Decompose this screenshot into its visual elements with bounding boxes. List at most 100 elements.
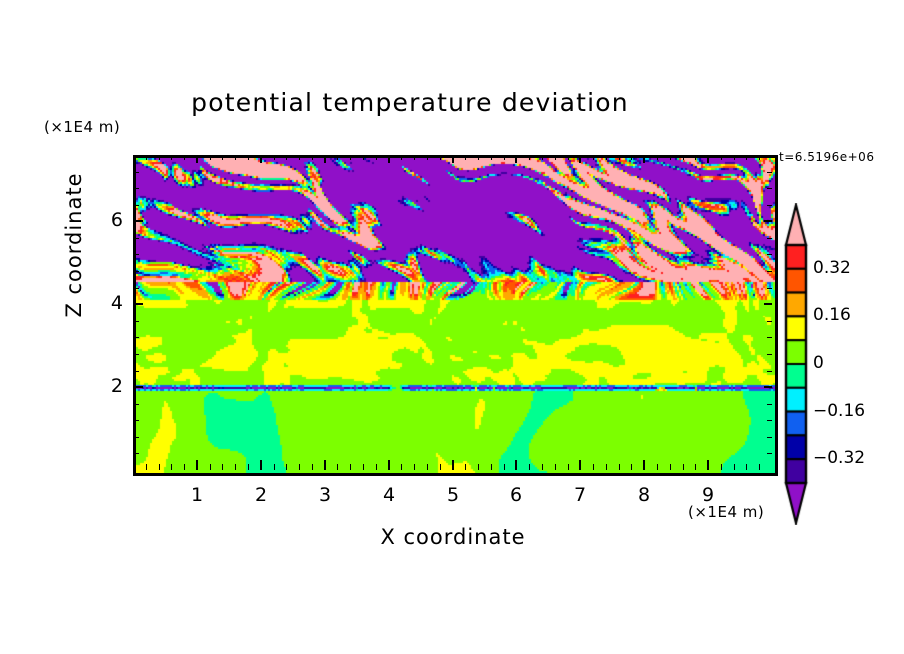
axis-tick [767, 354, 772, 355]
axis-tick [593, 464, 594, 470]
axis-tick [491, 464, 492, 470]
axis-tick [721, 464, 722, 470]
axis-tick [210, 155, 211, 160]
axis-tick [734, 155, 735, 160]
axis-tick [767, 288, 772, 289]
axis-tick [606, 155, 607, 160]
axis-tick [767, 420, 772, 421]
y-tick-label: 4 [110, 292, 123, 314]
axis-tick [643, 155, 645, 163]
axis-tick [324, 460, 326, 470]
axis-tick [133, 321, 139, 322]
axis-tick [529, 155, 530, 160]
axis-tick [133, 303, 143, 305]
axis-tick [324, 155, 326, 163]
axis-tick [171, 155, 172, 160]
axis-tick [133, 420, 139, 421]
axis-tick [515, 155, 517, 163]
axis-tick [504, 464, 505, 470]
axis-tick [767, 371, 772, 372]
axis-tick [312, 155, 313, 160]
axis-tick [643, 460, 645, 470]
axis-tick [133, 404, 139, 405]
axis-tick [504, 155, 505, 160]
axis-tick [707, 155, 709, 163]
axis-tick [734, 464, 735, 470]
axis-tick [767, 254, 772, 255]
axis-tick [767, 172, 772, 173]
axis-tick [235, 464, 236, 470]
axis-tick [721, 155, 722, 160]
y-axis-unit-label: (×1E4 m) [44, 118, 121, 136]
axis-tick [222, 464, 223, 470]
axis-tick [593, 155, 594, 160]
axis-tick [299, 464, 300, 470]
axis-tick [159, 155, 160, 160]
axis-tick [440, 464, 441, 470]
axis-tick [767, 238, 772, 239]
axis-tick [568, 155, 569, 160]
scalar-field-image [136, 158, 775, 473]
axis-tick [133, 288, 139, 289]
axis-tick [767, 337, 772, 338]
axis-tick [683, 155, 684, 160]
axis-tick [260, 155, 262, 163]
axis-tick [478, 155, 479, 160]
timestamp-annotation: t=6.5196e+06 [779, 150, 875, 164]
axis-tick [759, 464, 760, 470]
axis-tick [133, 254, 139, 255]
axis-tick [657, 155, 658, 160]
axis-tick [555, 155, 556, 160]
axis-tick [388, 155, 390, 163]
axis-tick [401, 155, 402, 160]
axis-tick [555, 464, 556, 470]
axis-tick [388, 460, 390, 470]
x-tick-label: 7 [573, 484, 587, 506]
axis-tick [683, 464, 684, 470]
axis-tick [670, 464, 671, 470]
axis-tick [414, 155, 415, 160]
chart-title: potential temperature deviation [191, 88, 629, 117]
axis-tick [133, 371, 139, 372]
axis-tick [235, 155, 236, 160]
axis-tick [452, 155, 454, 163]
axis-tick [767, 437, 772, 438]
axis-tick [767, 188, 772, 189]
axis-tick [529, 464, 530, 470]
axis-tick [133, 172, 139, 173]
axis-tick [657, 464, 658, 470]
axis-tick [695, 155, 696, 160]
axis-tick [515, 460, 517, 470]
axis-tick [274, 464, 275, 470]
axis-tick [248, 464, 249, 470]
axis-tick [350, 155, 351, 160]
axis-tick [248, 155, 249, 160]
axis-tick [363, 464, 364, 470]
axis-tick [767, 271, 772, 272]
x-tick-label: 1 [190, 484, 204, 506]
colorbar-tick-label: 0.32 [813, 257, 851, 278]
colorbar-gradient [783, 203, 809, 525]
contour-plot-area [133, 155, 778, 476]
y-tick-label: 2 [110, 375, 123, 397]
axis-tick [619, 155, 620, 160]
axis-tick [427, 155, 428, 160]
axis-tick [401, 464, 402, 470]
axis-tick [133, 337, 139, 338]
axis-tick [465, 464, 466, 470]
axis-tick [376, 464, 377, 470]
axis-tick [337, 464, 338, 470]
axis-tick [452, 460, 454, 470]
x-tick-label: 4 [382, 484, 396, 506]
axis-tick [767, 321, 772, 322]
axis-tick [159, 464, 160, 470]
axis-tick [171, 464, 172, 470]
x-tick-label: 2 [254, 484, 268, 506]
x-tick-label: 8 [637, 484, 651, 506]
axis-tick [478, 464, 479, 470]
axis-tick [767, 205, 772, 206]
colorbar-tick-label: −0.16 [813, 400, 866, 421]
colorbar-tick-label: 0 [813, 353, 824, 373]
axis-tick [606, 464, 607, 470]
